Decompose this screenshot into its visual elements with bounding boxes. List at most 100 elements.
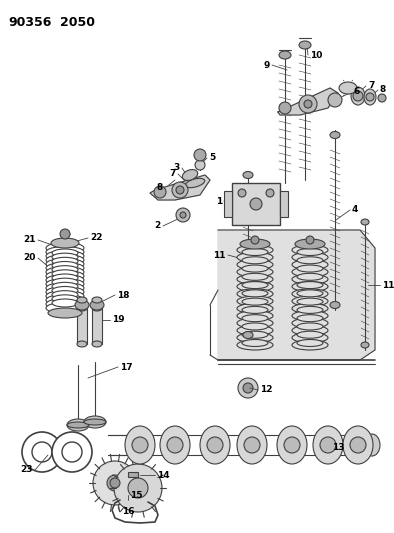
Ellipse shape — [46, 303, 84, 313]
Ellipse shape — [92, 297, 102, 303]
Circle shape — [22, 432, 62, 472]
Circle shape — [251, 236, 259, 244]
Ellipse shape — [237, 296, 273, 306]
Circle shape — [62, 442, 82, 462]
Ellipse shape — [46, 251, 84, 262]
Text: 5: 5 — [209, 154, 215, 163]
Ellipse shape — [242, 340, 268, 346]
Ellipse shape — [297, 273, 323, 280]
Text: 90356: 90356 — [8, 16, 51, 29]
Bar — [77, 308, 87, 344]
Ellipse shape — [351, 87, 365, 105]
Ellipse shape — [277, 426, 307, 464]
Text: 16: 16 — [122, 507, 134, 516]
Circle shape — [306, 236, 314, 244]
Ellipse shape — [46, 254, 84, 265]
Text: 3: 3 — [174, 164, 180, 173]
Ellipse shape — [237, 303, 273, 313]
Ellipse shape — [185, 179, 205, 188]
Text: 11: 11 — [382, 280, 394, 289]
Text: 14: 14 — [157, 471, 170, 480]
Ellipse shape — [52, 249, 78, 257]
Ellipse shape — [237, 281, 273, 292]
Ellipse shape — [75, 300, 89, 310]
Polygon shape — [218, 230, 375, 360]
Circle shape — [353, 91, 363, 101]
Ellipse shape — [297, 257, 323, 264]
Text: 7: 7 — [368, 82, 374, 91]
Ellipse shape — [46, 274, 84, 286]
Circle shape — [180, 212, 186, 218]
Ellipse shape — [292, 311, 328, 321]
Ellipse shape — [297, 290, 323, 297]
Circle shape — [243, 383, 253, 393]
Circle shape — [114, 464, 162, 512]
Text: 4: 4 — [352, 206, 359, 214]
Ellipse shape — [292, 289, 328, 299]
Ellipse shape — [313, 426, 343, 464]
Ellipse shape — [46, 246, 84, 257]
Text: 11: 11 — [214, 251, 226, 260]
Circle shape — [250, 198, 262, 210]
Ellipse shape — [52, 278, 78, 286]
Ellipse shape — [297, 323, 323, 330]
Ellipse shape — [84, 416, 106, 428]
Ellipse shape — [52, 270, 78, 278]
Ellipse shape — [242, 314, 268, 322]
Text: 8: 8 — [157, 183, 163, 192]
Ellipse shape — [299, 41, 311, 49]
Ellipse shape — [297, 314, 323, 322]
Ellipse shape — [297, 331, 323, 338]
Ellipse shape — [48, 308, 82, 318]
Bar — [92, 308, 102, 344]
Text: 20: 20 — [24, 254, 36, 262]
Circle shape — [304, 100, 312, 108]
Ellipse shape — [242, 306, 268, 313]
Circle shape — [52, 432, 92, 472]
Ellipse shape — [237, 340, 273, 350]
Circle shape — [167, 437, 183, 453]
Circle shape — [279, 102, 291, 114]
Circle shape — [194, 149, 206, 161]
Ellipse shape — [46, 279, 84, 289]
Ellipse shape — [46, 298, 84, 310]
Ellipse shape — [46, 287, 84, 297]
Text: 15: 15 — [130, 490, 143, 499]
Text: 6: 6 — [354, 87, 360, 96]
Ellipse shape — [92, 305, 102, 311]
Ellipse shape — [52, 299, 78, 307]
Ellipse shape — [243, 332, 253, 338]
Ellipse shape — [200, 426, 230, 464]
Ellipse shape — [364, 89, 376, 105]
Ellipse shape — [52, 287, 78, 295]
Circle shape — [378, 94, 386, 102]
Ellipse shape — [52, 253, 78, 261]
Circle shape — [284, 437, 300, 453]
Text: 1: 1 — [216, 197, 222, 206]
Ellipse shape — [92, 341, 102, 347]
Text: 12: 12 — [260, 385, 273, 394]
Ellipse shape — [46, 262, 84, 273]
Ellipse shape — [297, 298, 323, 305]
Text: 18: 18 — [117, 290, 130, 300]
Ellipse shape — [242, 248, 268, 255]
Ellipse shape — [52, 265, 78, 273]
Circle shape — [366, 93, 374, 101]
Ellipse shape — [292, 318, 328, 328]
Ellipse shape — [51, 238, 79, 248]
Ellipse shape — [279, 51, 291, 59]
Circle shape — [238, 378, 258, 398]
Ellipse shape — [237, 245, 273, 255]
Circle shape — [328, 93, 342, 107]
Ellipse shape — [292, 333, 328, 343]
Ellipse shape — [240, 239, 270, 249]
Ellipse shape — [292, 340, 328, 350]
Ellipse shape — [46, 282, 84, 294]
Ellipse shape — [292, 252, 328, 262]
Polygon shape — [278, 88, 338, 115]
Ellipse shape — [46, 295, 84, 305]
Ellipse shape — [292, 260, 328, 270]
Ellipse shape — [52, 274, 78, 282]
Ellipse shape — [292, 281, 328, 292]
Ellipse shape — [237, 311, 273, 321]
